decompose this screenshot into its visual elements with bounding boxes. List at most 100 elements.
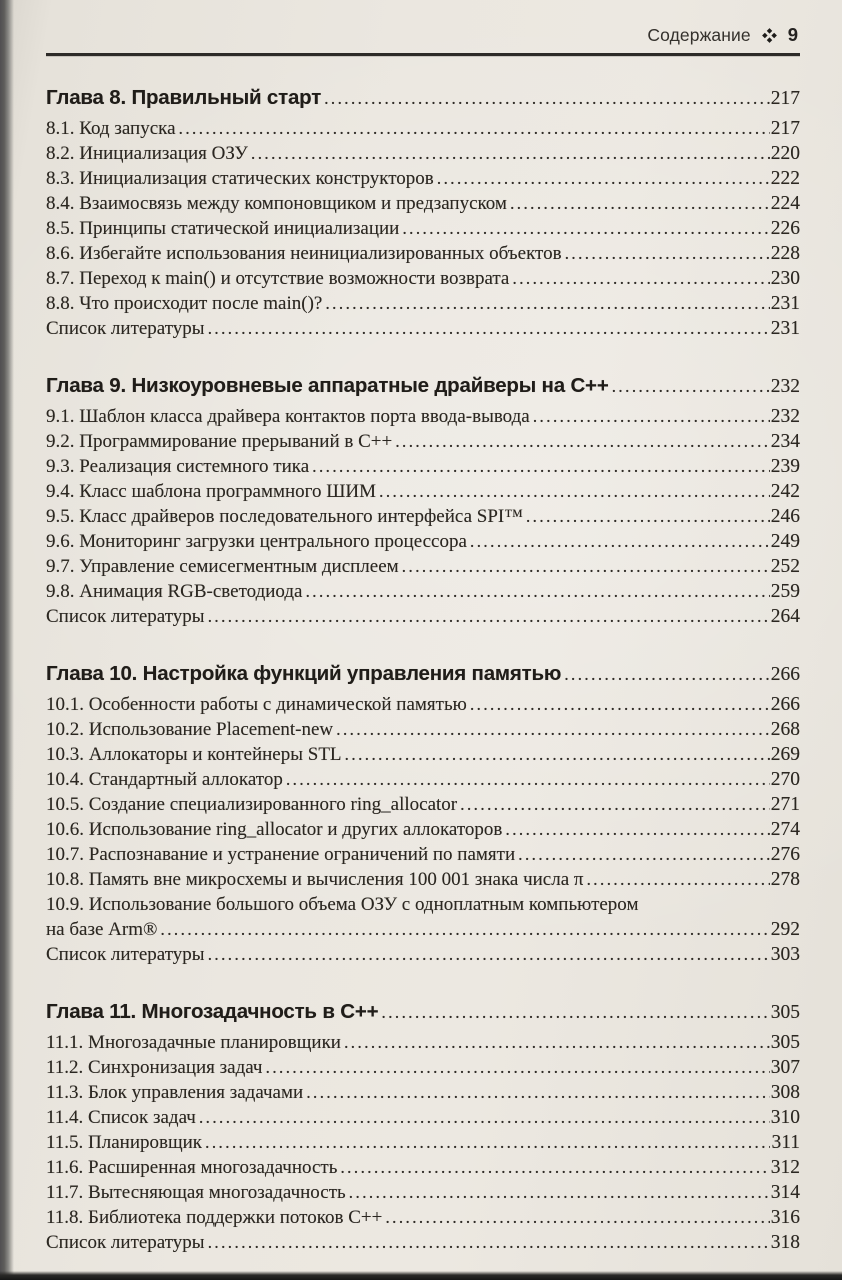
entry-title: 11.7. Вытесняющая многозадачность: [46, 1181, 346, 1203]
toc-entry-row: 9.1. Шаблон класса драйвера контактов по…: [46, 404, 800, 429]
dot-leader: ........................................…: [509, 192, 770, 213]
chapter-block: Глава 9. Низкоуровневые аппаратные драйв…: [46, 371, 800, 629]
entry-page-number: 310: [770, 1106, 800, 1128]
entry-page-number: 269: [770, 743, 800, 765]
toc-entry-row: 8.6. Избегайте использования неинициализ…: [46, 241, 800, 266]
dot-leader: ........................................…: [469, 530, 770, 551]
chapter-page-number: 266: [770, 663, 800, 685]
entry-page-number: 249: [770, 530, 800, 552]
entry-title: 8.2. Инициализация ОЗУ: [46, 142, 248, 164]
dot-leader: ........................................…: [532, 405, 770, 426]
chapter-heading-row: Глава 8. Правильный старт...............…: [46, 83, 800, 114]
entry-title: 10.3. Аллокаторы и контейнеры STL: [46, 743, 342, 765]
entry-title: Список литературы: [46, 943, 205, 965]
entry-title: 9.8. Анимация RGB-светодиода: [46, 580, 303, 602]
dot-leader: ........................................…: [525, 505, 770, 526]
header-rule: [46, 53, 800, 56]
entry-page-number: 239: [770, 455, 800, 477]
entry-page-number: 230: [770, 267, 800, 289]
toc-entry-row: 11.2. Синхронизация задач...............…: [46, 1055, 800, 1080]
toc-entry-row: на базе Arm®............................…: [46, 917, 800, 942]
dot-leader: ........................................…: [324, 87, 770, 108]
entry-page-number: 307: [770, 1056, 800, 1078]
toc-entry-row: 11.5. Планировщик.......................…: [46, 1130, 800, 1155]
dot-leader: ........................................…: [340, 1156, 770, 1177]
dot-leader: ........................................…: [469, 693, 770, 714]
entry-title: 11.4. Список задач: [46, 1106, 196, 1128]
dot-leader: ........................................…: [564, 242, 770, 263]
dot-leader: ........................................…: [265, 1056, 770, 1077]
dot-leader: ........................................…: [205, 1131, 770, 1152]
dot-leader: ........................................…: [207, 943, 770, 964]
entry-page-number: 228: [770, 242, 800, 264]
toc-entry-row: 11.3. Блок управления задачами..........…: [46, 1080, 800, 1105]
entry-title: 8.8. Что происходит после main()?: [46, 292, 323, 314]
toc-entry-wrapped-first-line: 10.9. Использование большого объема ОЗУ …: [46, 893, 639, 915]
toc-entry-row: 9.4. Класс шаблона программного ШИМ.....…: [46, 479, 800, 504]
entry-page-number: 266: [770, 693, 800, 715]
entry-page-number: 318: [770, 1231, 800, 1253]
dot-leader: ........................................…: [395, 430, 770, 451]
entry-title: Список литературы: [46, 605, 205, 627]
dot-leader: ........................................…: [381, 1001, 770, 1022]
chapter-title: Глава 11. Многозадачность в C++: [46, 999, 379, 1023]
entry-page-number: 220: [770, 142, 800, 164]
dot-leader: ........................................…: [207, 605, 770, 626]
entry-page-number: 231: [770, 292, 800, 314]
header-page-number: 9: [787, 24, 798, 45]
toc-entry-row: Список литературы.......................…: [46, 942, 800, 967]
toc-entry-row: 10.1. Особенности работы с динамической …: [46, 692, 800, 717]
entry-page-number: 232: [770, 405, 800, 427]
dot-leader: ........................................…: [178, 117, 770, 138]
entry-page-number: 274: [770, 818, 800, 840]
toc-entry-row: Список литературы.......................…: [46, 1230, 800, 1255]
entry-page-number: 268: [770, 718, 800, 740]
entry-title: 9.6. Мониторинг загрузки центрального пр…: [46, 530, 467, 552]
toc-entry-row: 9.8. Анимация RGB-светодиода............…: [46, 579, 800, 604]
toc-entry-row: 8.3. Инициализация статических конструкт…: [46, 166, 800, 191]
toc-entry-row: 11.7. Вытесняющая многозадачность.......…: [46, 1180, 800, 1205]
dot-leader: ........................................…: [460, 793, 770, 814]
dot-leader: ........................................…: [518, 843, 770, 864]
entry-page-number: 308: [770, 1081, 800, 1103]
toc-entry-row: 10.6. Использование ring_allocator и дру…: [46, 817, 800, 842]
toc-entry-row: Список литературы.......................…: [46, 604, 800, 629]
entry-title: 10.5. Создание специализированного ring_…: [46, 793, 458, 815]
entry-title: 9.7. Управление семисегментным дисплеем: [46, 555, 399, 577]
entry-page-number: 305: [770, 1031, 800, 1053]
entry-page-number: 292: [770, 918, 800, 940]
chapter-title: Глава 8. Правильный старт: [46, 85, 322, 109]
dot-leader: ........................................…: [586, 868, 769, 889]
entry-title: Список литературы: [46, 1231, 205, 1253]
entry-title: 8.3. Инициализация статических конструкт…: [46, 167, 434, 189]
dot-leader: ........................................…: [343, 1031, 770, 1052]
toc-entry-row: 11.8. Библиотека поддержки потоков C++..…: [46, 1205, 800, 1230]
entry-page-number: 271: [770, 793, 800, 815]
toc-entry-row: 8.5. Принципы статической инициализации.…: [46, 216, 800, 241]
entry-title: 10.1. Особенности работы с динамической …: [46, 693, 467, 715]
chapter-page-number: 305: [770, 1001, 800, 1023]
toc-entry-row: 11.6. Расширенная многозадачность.......…: [46, 1155, 800, 1180]
entry-title: 9.5. Класс драйверов последовательного и…: [46, 505, 523, 527]
dot-leader: ........................................…: [336, 718, 770, 739]
dot-leader: ........................................…: [306, 1081, 770, 1102]
toc-entry-row: 10.8. Память вне микросхемы и вычисления…: [46, 867, 800, 892]
dot-leader: ........................................…: [207, 317, 770, 338]
entry-page-number: 303: [770, 943, 800, 965]
entry-title: 8.7. Переход к main() и отсутствие возмо…: [46, 267, 510, 289]
chapter-heading-row: Глава 9. Низкоуровневые аппаратные драйв…: [46, 371, 800, 402]
toc-entry-row: 8.2. Инициализация ОЗУ..................…: [46, 141, 800, 166]
table-of-contents: Глава 8. Правильный старт...............…: [46, 83, 800, 1255]
toc-entry-row: 8.4. Взаимосвязь между компоновщиком и п…: [46, 191, 800, 216]
entry-title: 8.1. Код запуска: [46, 117, 176, 139]
chapter-block: Глава 11. Многозадачность в C++.........…: [46, 997, 800, 1255]
toc-entry-row: 9.3. Реализация системного тика.........…: [46, 454, 800, 479]
entry-page-number: 316: [770, 1206, 800, 1228]
dot-leader: ........................................…: [160, 918, 770, 939]
toc-entry-row: 11.1. Многозадачные планировщики........…: [46, 1030, 800, 1055]
toc-entry-row: 9.5. Класс драйверов последовательного и…: [46, 504, 800, 529]
entry-page-number: 259: [770, 580, 800, 602]
entry-page-number: 242: [770, 480, 800, 502]
